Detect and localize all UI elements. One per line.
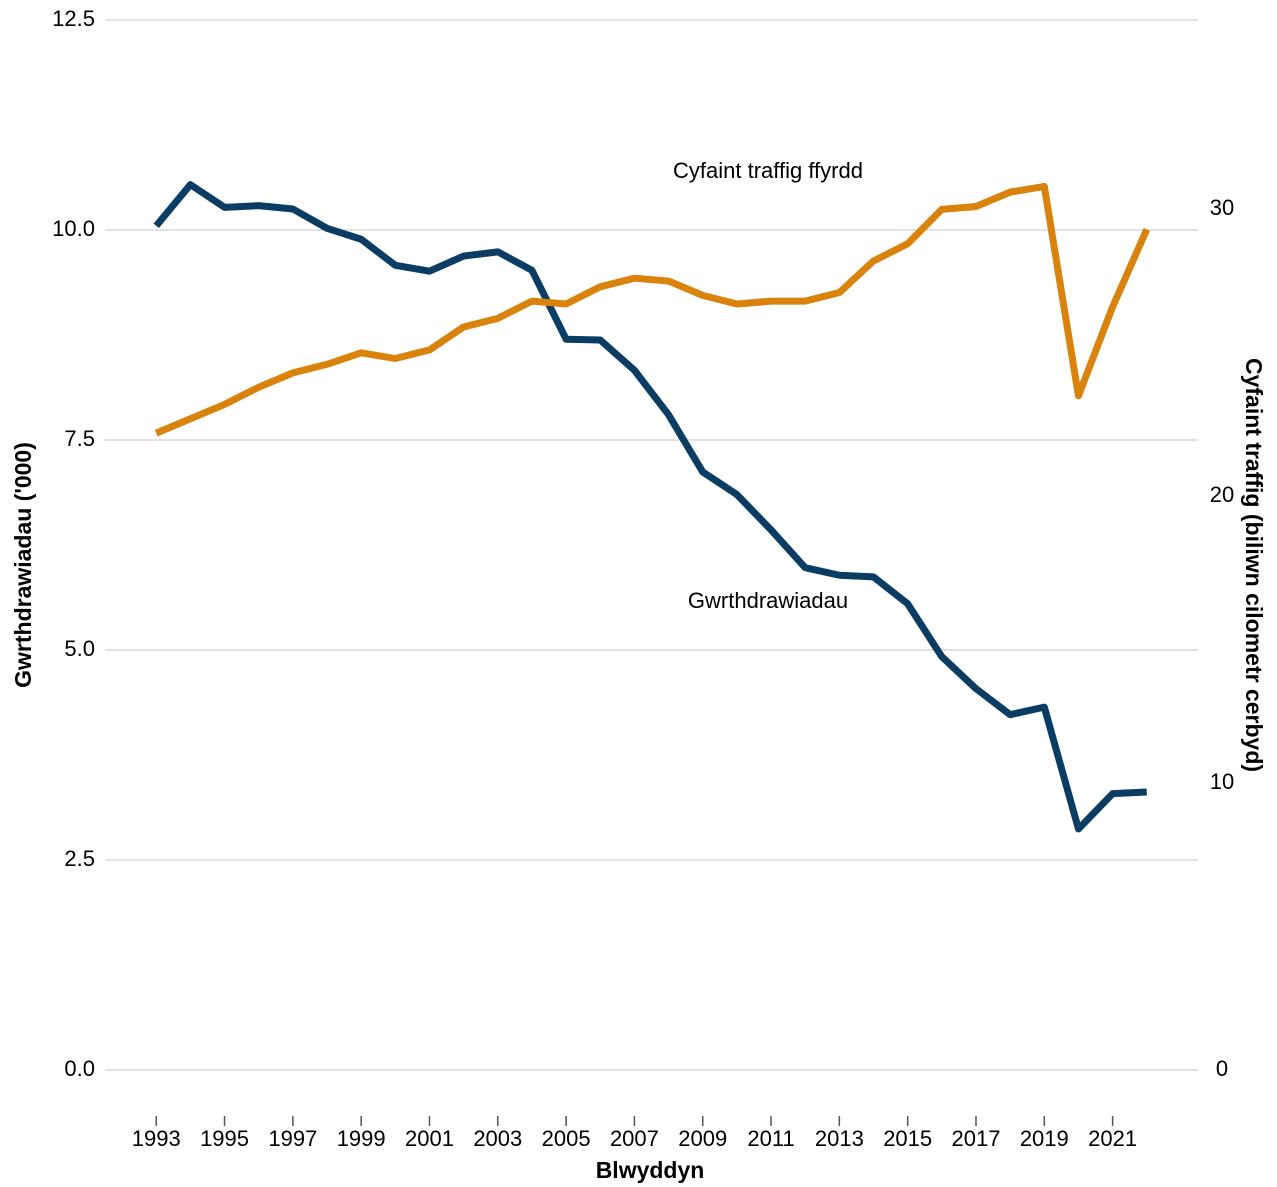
x-tick-label: 2011 (747, 1126, 794, 1151)
series-annotation: Gwrthdrawiadau (688, 588, 848, 613)
y-tick-label: 5.0 (64, 636, 95, 661)
y2-tick-label: 0 (1216, 1056, 1228, 1081)
series-annotation: Cyfaint traffig ffyrdd (673, 158, 863, 183)
x-axis-label: Blwyddyn (596, 1157, 705, 1183)
x-tick-label: 2009 (678, 1126, 727, 1151)
y2-axis-label: Cyfaint traffig (biliwn cilometr cerbyd) (1241, 358, 1267, 772)
x-tick-label: 2001 (405, 1126, 454, 1151)
series-line (153, 181, 1147, 833)
series-line (154, 182, 1150, 437)
x-tick-label: 2021 (1088, 1126, 1137, 1151)
y-tick-label: 7.5 (64, 426, 95, 451)
x-tick-label: 2007 (610, 1126, 659, 1151)
y-tick-label: 2.5 (64, 846, 95, 871)
y-axis-label: Gwrthdrawiadau ('000) (10, 442, 36, 688)
x-tick-label: 2015 (883, 1126, 932, 1151)
y-tick-label: 0.0 (64, 1056, 95, 1081)
y-tick-label: 12.5 (52, 6, 95, 31)
y2-tick-label: 10 (1210, 769, 1234, 794)
x-tick-label: 2005 (542, 1126, 591, 1151)
x-tick-label: 2019 (1020, 1126, 1069, 1151)
y2-tick-label: 30 (1210, 195, 1234, 220)
x-tick-label: 1997 (268, 1126, 317, 1151)
y-tick-label: 10.0 (52, 216, 95, 241)
x-tick-label: 2013 (815, 1126, 864, 1151)
x-tick-label: 1995 (200, 1126, 249, 1151)
y2-tick-label: 20 (1210, 482, 1234, 507)
x-tick-label: 1999 (337, 1126, 386, 1151)
x-tick-label: 2017 (952, 1126, 1001, 1151)
x-tick-label: 1993 (132, 1126, 181, 1151)
x-tick-label: 2003 (473, 1126, 522, 1151)
